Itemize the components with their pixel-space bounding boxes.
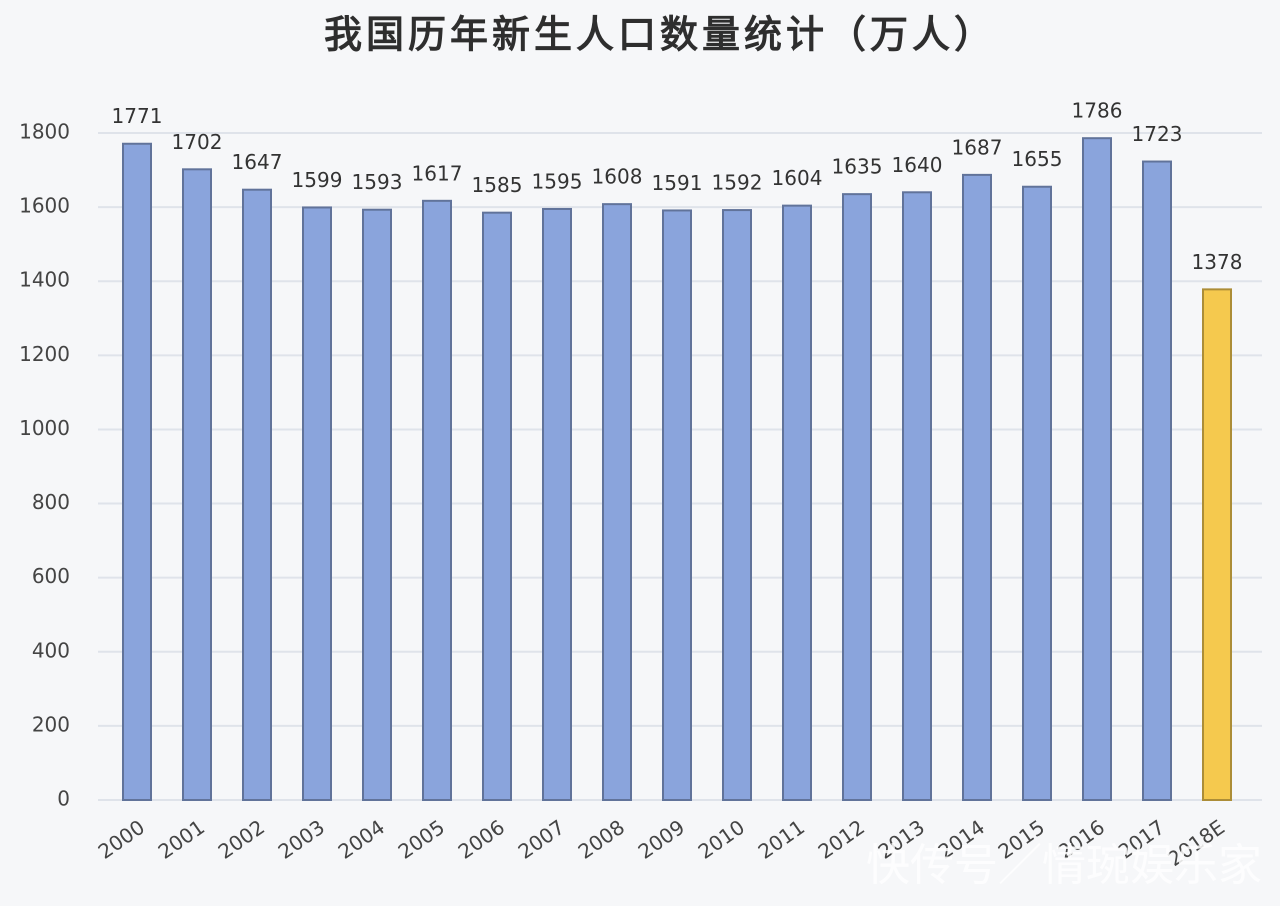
bar [1142,160,1172,801]
value-label: 1378 [1192,250,1243,274]
x-tick-label: 2005 [394,815,449,864]
x-tick-label: 2006 [454,815,509,864]
value-label: 1593 [352,170,403,194]
value-label: 1647 [232,150,283,174]
value-label: 1585 [472,173,523,197]
y-tick-label: 600 [32,564,70,588]
bar [242,188,272,801]
bar [122,142,152,802]
bar [302,206,332,801]
value-label: 1687 [952,135,1003,159]
bar [182,168,212,801]
bar [722,209,752,801]
watermark: 快传号／情琬娱乐家 [866,840,1262,891]
y-tick-label: 800 [32,490,70,514]
bar [542,207,572,802]
chart-title: 我国历年新生人口数量统计（万人） [324,12,996,57]
value-label: 1655 [1012,147,1063,171]
bar [1022,185,1052,802]
bar [842,193,872,801]
x-tick-label: 2004 [334,815,389,864]
x-tick-label: 2011 [754,815,809,864]
value-label: 1640 [892,153,943,177]
y-tick-label: 400 [32,638,70,662]
value-label: 1617 [412,161,463,185]
y-tick-label: 1400 [19,268,70,292]
x-tick-label: 2010 [694,815,749,864]
bar [1202,288,1232,801]
value-label: 1595 [532,169,583,193]
y-tick-label: 1800 [19,120,70,144]
y-tick-label: 0 [57,787,70,811]
bar [782,204,812,801]
x-tick-label: 2000 [94,815,149,864]
value-label: 1771 [112,104,163,128]
y-tick-label: 200 [32,712,70,736]
x-tick-label: 2009 [634,815,689,864]
y-tick-label: 1200 [19,342,70,366]
value-label: 1723 [1132,122,1183,146]
x-tick-label: 2002 [214,815,269,864]
bar [362,208,392,801]
x-tick-label: 2003 [274,815,329,864]
bar [962,173,992,801]
value-label: 1604 [772,166,823,190]
value-label: 1608 [592,165,643,189]
value-label: 1786 [1072,99,1123,123]
value-label: 1635 [832,155,883,179]
x-tick-label: 2008 [574,815,629,864]
y-tick-label: 1600 [19,194,70,218]
value-label: 1702 [172,130,223,154]
x-tick-label: 2001 [154,815,209,864]
bar [482,211,512,802]
bar [422,199,452,802]
bar [662,209,692,801]
bar [602,203,632,801]
bar [1082,137,1112,801]
value-label: 1591 [652,171,703,195]
value-label: 1592 [712,171,763,195]
x-tick-label: 2007 [514,815,569,864]
bar [902,191,932,802]
y-tick-label: 1000 [19,416,70,440]
x-tick-label: 2012 [814,815,869,864]
value-label: 1599 [292,168,343,192]
